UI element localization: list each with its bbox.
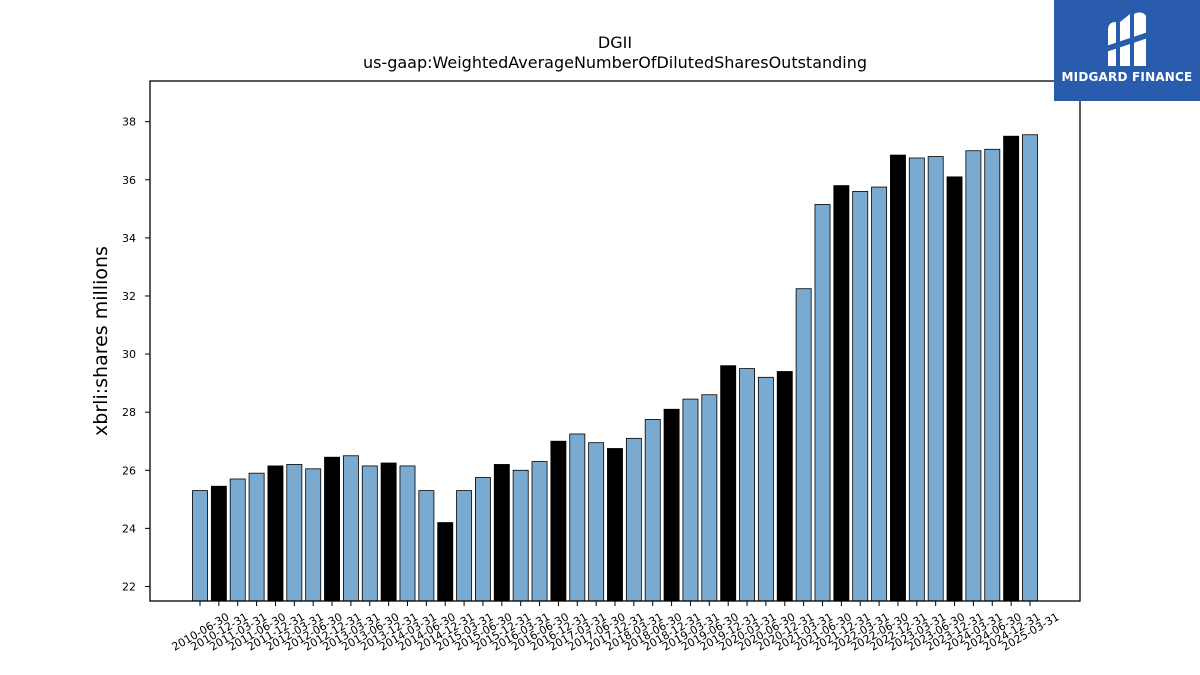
bar-2013-06-30 [361,465,378,602]
bar-2012-06-30 [305,468,322,602]
bar-2019-06-30 [701,394,718,602]
bar-2017-06-30 [588,442,605,602]
bar-2021-06-30 [814,204,831,602]
logo-text: MIDGARD FINANCE [1061,70,1193,84]
bar-2020-06-30 [757,376,774,602]
bar-2010-12-31 [210,485,227,602]
chart-title: DGII [598,33,632,52]
bar-2016-03-31 [512,469,529,602]
bar-2018-12-31 [663,408,680,602]
bar-2021-12-31 [833,185,850,602]
bars-group [192,134,1038,602]
midgard-finance-logo: MIDGARD FINANCE [1054,0,1200,101]
bar-2011-03-31 [229,478,246,602]
bar-2019-12-31 [720,365,737,602]
bar-2013-12-31 [380,462,397,602]
bar-2020-03-31 [739,368,755,602]
y-axis-ticks: 22 24 26 28 30 32 34 36 38 [122,116,150,593]
bar-2015-12-31 [493,464,510,602]
bar-2023-03-31 [908,157,925,602]
y-tick-label: 28 [122,406,136,419]
bar-2011-12-31 [267,465,284,602]
x-axis-ticks: 2010-06-302010-12-312011-03-312011-06-30… [170,601,1062,654]
y-tick-label: 34 [122,232,136,245]
y-tick-label: 30 [122,348,136,361]
bar-2015-03-31 [456,490,473,602]
bar-2025-03-31 [1022,134,1038,602]
bar-2022-12-31 [890,154,906,602]
bar-2022-03-31 [852,190,869,602]
midgard-logo-icon [1106,12,1148,66]
bar-2011-06-30 [248,472,265,602]
y-tick-label: 38 [122,116,136,129]
bar-2010-06-30 [192,490,208,602]
plot-frame [149,80,1081,602]
bar-2012-12-31 [324,456,340,602]
bar-2017-03-31 [569,433,586,602]
bar-2018-03-31 [625,437,642,602]
y-tick-label: 24 [122,522,136,535]
bar-2023-06-30 [927,156,944,602]
bar-2014-06-30 [418,490,435,602]
y-axis-label: xbrli:shares millions [90,246,112,436]
bar-2020-12-31 [776,371,793,602]
bar-2016-06-30 [531,461,548,602]
y-tick-label: 26 [122,464,136,477]
y-tick-label: 36 [122,174,136,187]
bar-2024-03-31 [965,150,982,602]
bar-2012-03-31 [286,464,303,602]
bar-2024-06-30 [984,148,1001,602]
bar-2016-12-31 [550,440,567,602]
bar-2023-12-31 [946,176,963,602]
chart-subtitle: us-gaap:WeightedAverageNumberOfDilutedSh… [363,53,867,72]
y-tick-label: 32 [122,290,136,303]
bar-2021-03-31 [795,288,812,602]
bar-2018-06-30 [644,419,661,602]
bar-2014-12-31 [437,522,454,602]
bar-2017-12-31 [607,448,623,602]
bar-2024-12-31 [1003,135,1020,602]
bar-2013-03-31 [342,455,359,602]
y-tick-label: 22 [122,580,136,593]
bar-2019-03-31 [682,398,699,602]
bar-2015-06-30 [475,477,491,602]
bar-2014-03-31 [399,465,416,602]
bar-2022-06-30 [871,186,888,602]
